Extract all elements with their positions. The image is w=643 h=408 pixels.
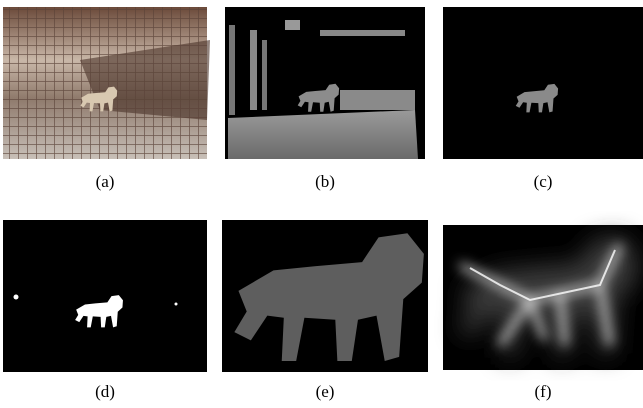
panel-a [3, 7, 210, 159]
panel-e [222, 220, 428, 372]
caption: (b) [315, 172, 335, 191]
caption: (a) [96, 172, 115, 191]
caption: (d) [95, 382, 115, 401]
caption: (f) [535, 382, 552, 401]
panel-f [443, 225, 643, 370]
caption: (c) [534, 172, 553, 191]
panel-c [443, 7, 643, 159]
panel-b [225, 7, 425, 159]
panel-d [3, 220, 207, 372]
caption: (e) [316, 382, 335, 401]
